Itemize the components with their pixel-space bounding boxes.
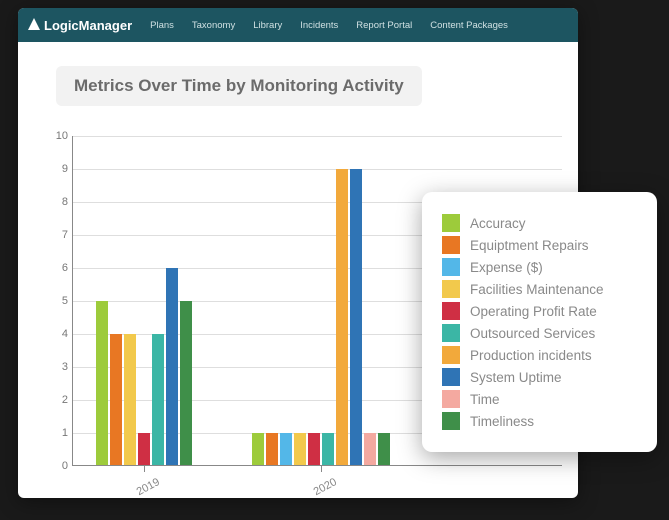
nav-library[interactable]: Library bbox=[253, 20, 282, 31]
legend-swatch bbox=[442, 346, 460, 364]
bar bbox=[252, 433, 264, 466]
legend-item[interactable]: Expense ($) bbox=[442, 258, 637, 276]
legend-item[interactable]: Equiptment Repairs bbox=[442, 236, 637, 254]
nav-plans[interactable]: Plans bbox=[150, 20, 174, 31]
bar bbox=[124, 334, 136, 466]
bar bbox=[322, 433, 334, 466]
legend-swatch bbox=[442, 214, 460, 232]
y-tick-label: 3 bbox=[62, 361, 68, 373]
legend-label: Production incidents bbox=[470, 348, 592, 363]
bar bbox=[280, 433, 292, 466]
y-tick-label: 4 bbox=[62, 328, 68, 340]
legend-swatch bbox=[442, 368, 460, 386]
x-tick-mark bbox=[144, 466, 145, 472]
legend-item[interactable]: System Uptime bbox=[442, 368, 637, 386]
legend-item[interactable]: Production incidents bbox=[442, 346, 637, 364]
legend-label: System Uptime bbox=[470, 370, 562, 385]
bar bbox=[152, 334, 164, 466]
x-tick-label: 2020 bbox=[312, 476, 339, 498]
legend-swatch bbox=[442, 280, 460, 298]
bar bbox=[294, 433, 306, 466]
brand-name: LogicManager bbox=[44, 18, 132, 33]
bar bbox=[138, 433, 150, 466]
legend-swatch bbox=[442, 258, 460, 276]
legend-label: Timeliness bbox=[470, 414, 534, 429]
y-tick-label: 8 bbox=[62, 196, 68, 208]
nav-content-packages[interactable]: Content Packages bbox=[430, 20, 508, 31]
legend-item[interactable]: Time bbox=[442, 390, 637, 408]
y-tick-label: 1 bbox=[62, 427, 68, 439]
x-tick-label: 2019 bbox=[135, 476, 162, 498]
y-axis-line bbox=[72, 136, 73, 466]
bar bbox=[180, 301, 192, 466]
legend-label: Facilities Maintenance bbox=[470, 282, 604, 297]
y-tick-label: 7 bbox=[62, 229, 68, 241]
brand-icon bbox=[28, 18, 40, 33]
legend-item[interactable]: Outsourced Services bbox=[442, 324, 637, 342]
bar bbox=[266, 433, 278, 466]
legend-label: Equiptment Repairs bbox=[470, 238, 589, 253]
chart-title: Metrics Over Time by Monitoring Activity bbox=[56, 66, 422, 106]
legend-swatch bbox=[442, 324, 460, 342]
y-tick-label: 6 bbox=[62, 262, 68, 274]
y-tick-label: 9 bbox=[62, 163, 68, 175]
y-axis: 012345678910 bbox=[48, 136, 68, 466]
legend-label: Expense ($) bbox=[470, 260, 543, 275]
legend-swatch bbox=[442, 390, 460, 408]
x-axis-line bbox=[72, 465, 562, 466]
legend-item[interactable]: Operating Profit Rate bbox=[442, 302, 637, 320]
y-tick-label: 0 bbox=[62, 460, 68, 472]
bar bbox=[110, 334, 122, 466]
y-tick-label: 2 bbox=[62, 394, 68, 406]
legend-label: Time bbox=[470, 392, 500, 407]
bar bbox=[96, 301, 108, 466]
legend-label: Operating Profit Rate bbox=[470, 304, 597, 319]
x-tick-mark bbox=[321, 466, 322, 472]
bar bbox=[166, 268, 178, 466]
nav-report-portal[interactable]: Report Portal bbox=[356, 20, 412, 31]
bar bbox=[364, 433, 376, 466]
bar bbox=[378, 433, 390, 466]
bar bbox=[336, 169, 348, 466]
legend-swatch bbox=[442, 236, 460, 254]
bar bbox=[308, 433, 320, 466]
legend-swatch bbox=[442, 412, 460, 430]
grid-line bbox=[72, 136, 562, 137]
legend-swatch bbox=[442, 302, 460, 320]
y-tick-label: 10 bbox=[56, 130, 68, 142]
y-tick-label: 5 bbox=[62, 295, 68, 307]
grid-line bbox=[72, 169, 562, 170]
legend-item[interactable]: Timeliness bbox=[442, 412, 637, 430]
legend-item[interactable]: Facilities Maintenance bbox=[442, 280, 637, 298]
legend-card: Accuracy Equiptment Repairs Expense ($) Fac… bbox=[422, 192, 657, 452]
topbar: LogicManager Plans Taxonomy Library Inci… bbox=[18, 8, 578, 42]
nav-taxonomy[interactable]: Taxonomy bbox=[192, 20, 235, 31]
brand[interactable]: LogicManager bbox=[28, 18, 132, 33]
legend-item[interactable]: Accuracy bbox=[442, 214, 637, 232]
bar bbox=[350, 169, 362, 466]
nav-incidents[interactable]: Incidents bbox=[300, 20, 338, 31]
legend-label: Outsourced Services bbox=[470, 326, 595, 341]
legend-label: Accuracy bbox=[470, 216, 526, 231]
